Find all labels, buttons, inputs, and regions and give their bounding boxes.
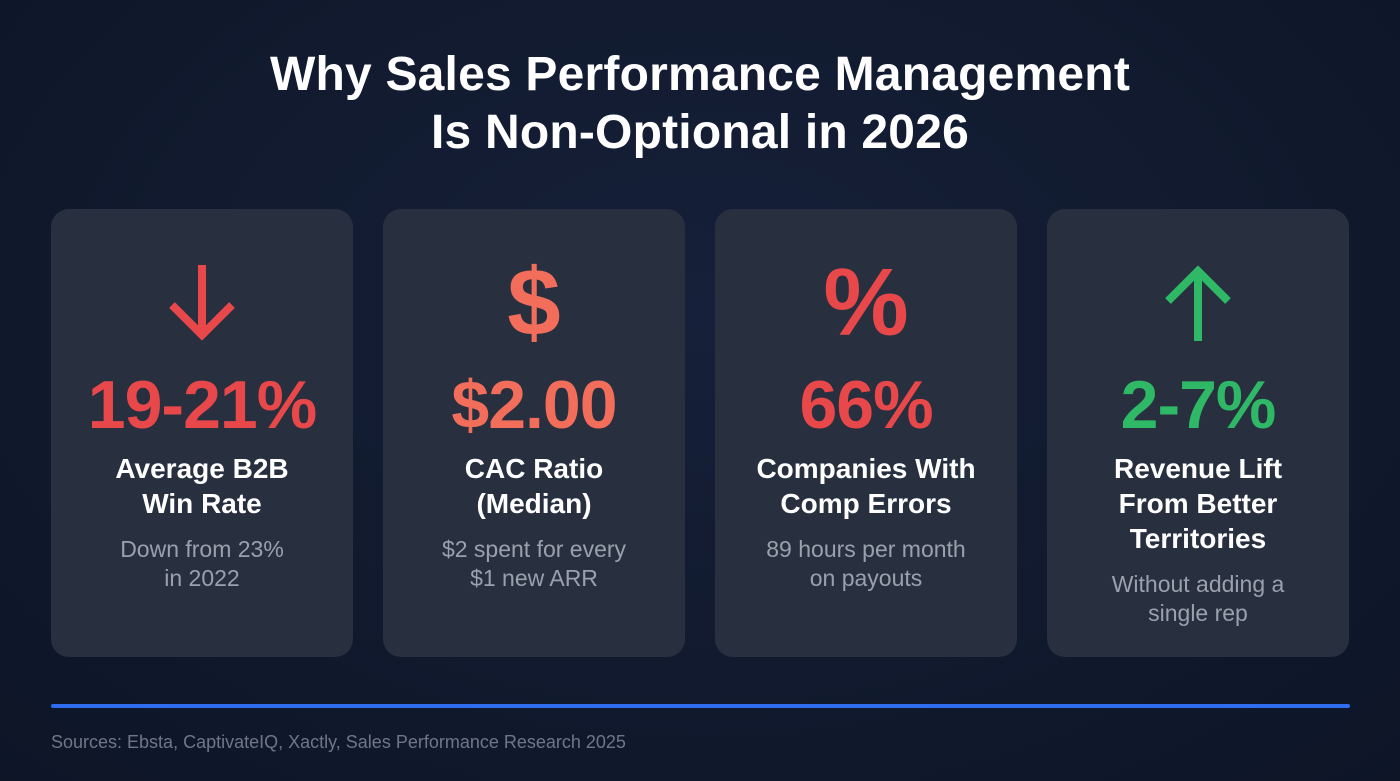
stat-cards: 19-21% Average B2B Win Rate Down from 23…	[51, 209, 1351, 657]
stat-label-line: CAC Ratio	[464, 453, 604, 484]
stat-label: Average B2B Win Rate	[61, 451, 343, 521]
stat-label-line: Companies With	[756, 453, 976, 484]
stat-label-line: Territories	[1129, 523, 1267, 554]
stat-label: Revenue Lift From Better Territories	[1057, 451, 1339, 556]
stat-note: $2 spent for every $1 new ARR	[393, 535, 675, 593]
stat-label-line: Average B2B	[115, 453, 289, 484]
stat-label-line: Revenue Lift	[1113, 453, 1283, 484]
stat-note-line: Down from 23%	[120, 536, 284, 562]
stat-note-line: in 2022	[164, 565, 240, 591]
stat-note: 89 hours per month on payouts	[725, 535, 1007, 593]
stat-note-line: on payouts	[809, 565, 923, 591]
page-title: Why Sales Performance Management Is Non-…	[0, 46, 1400, 162]
stat-note: Down from 23% in 2022	[61, 535, 343, 593]
stat-value: 2-7%	[1120, 367, 1277, 443]
stat-card-comp-errors: % 66% Companies With Comp Errors 89 hour…	[715, 209, 1017, 657]
stat-label-line: From Better	[1118, 488, 1278, 519]
stat-note-line: $2 spent for every	[441, 536, 627, 562]
stat-card-cac-ratio: $ $2.00 CAC Ratio (Median) $2 spent for …	[383, 209, 685, 657]
stat-note-line: single rep	[1148, 600, 1248, 626]
stat-label-line: Win Rate	[142, 488, 262, 519]
stat-note-line: $1 new ARR	[470, 565, 598, 591]
title-line-2: Is Non-Optional in 2026	[430, 106, 969, 159]
arrow-down-icon	[51, 253, 353, 353]
title-line-1: Why Sales Performance Management	[269, 48, 1131, 101]
dollar-glyph: $	[507, 249, 561, 356]
stat-label-line: (Median)	[476, 488, 592, 519]
accent-divider	[51, 704, 1350, 708]
sources-footnote: Sources: Ebsta, CaptivateIQ, Xactly, Sal…	[51, 732, 626, 752]
stat-value: 66%	[799, 367, 933, 443]
arrow-up-icon	[1047, 253, 1349, 353]
stat-label: CAC Ratio (Median)	[393, 451, 675, 521]
percent-icon: %	[715, 253, 1017, 353]
percent-glyph: %	[823, 249, 909, 356]
stat-label: Companies With Comp Errors	[725, 451, 1007, 521]
stat-card-win-rate: 19-21% Average B2B Win Rate Down from 23…	[51, 209, 353, 657]
stat-value: 19-21%	[87, 367, 317, 443]
stat-note: Without adding a single rep	[1057, 570, 1339, 628]
stat-value: $2.00	[451, 367, 617, 443]
stat-label-line: Comp Errors	[780, 488, 952, 519]
stat-card-revenue-lift: 2-7% Revenue Lift From Better Territorie…	[1047, 209, 1349, 657]
stat-note-line: Without adding a	[1111, 571, 1285, 597]
stat-note-line: 89 hours per month	[766, 536, 966, 562]
dollar-icon: $	[383, 253, 685, 353]
